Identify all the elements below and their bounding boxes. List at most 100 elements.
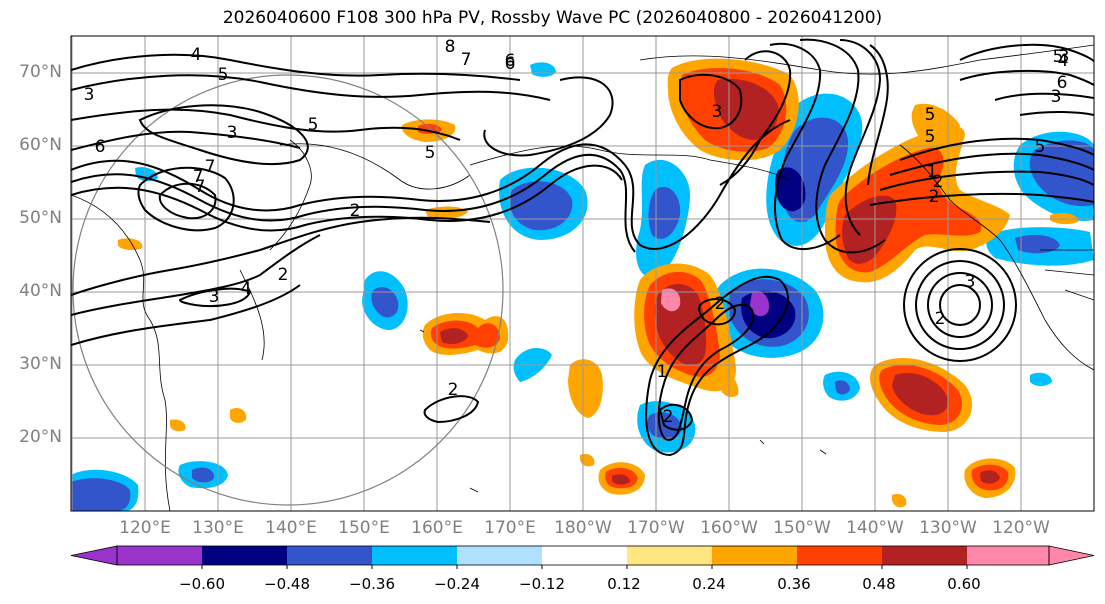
- pos-anomaly-region: [980, 470, 1000, 484]
- pv-contour: [889, 152, 1094, 176]
- colorbar-bin: [797, 546, 882, 565]
- pv-contour: [71, 108, 461, 141]
- pv-contour: [915, 260, 1005, 350]
- pos-anomaly-region: [612, 474, 630, 485]
- pv-contour: [483, 76, 614, 157]
- pos-anomaly-region: [842, 195, 897, 264]
- pv-contour: [903, 248, 1017, 362]
- contour-label: 6: [1057, 73, 1068, 93]
- contour-label: 2: [448, 380, 459, 400]
- contour-label: 6: [505, 51, 516, 71]
- lat-label-70n: 70°N: [19, 62, 62, 82]
- lon-label: 150°E: [338, 518, 390, 538]
- lat-label-40n: 40°N: [19, 281, 62, 301]
- pv-contour: [867, 44, 889, 186]
- colorbar-tick-label: 0.60: [947, 575, 981, 593]
- contour-label: 3: [712, 102, 723, 122]
- lon-label: 150°W: [773, 518, 831, 538]
- pv-contour: [71, 153, 636, 253]
- pv-contour: [137, 166, 235, 232]
- contour-label: 2: [715, 294, 726, 314]
- pos-anomaly-region: [230, 408, 247, 423]
- contour-label: 7: [195, 177, 206, 197]
- contour-label: 4: [1058, 51, 1069, 71]
- lat-label-60n: 60°N: [19, 135, 62, 155]
- pos-anomaly-region: [892, 494, 907, 508]
- contour-label: 4: [241, 279, 252, 299]
- lon-label: 140°W: [846, 518, 904, 538]
- neg-anomaly-region: [835, 380, 850, 395]
- colorbar-tick-label: −0.12: [519, 575, 565, 593]
- map-title: 2026040600 F108 300 hPa PV, Rossby Wave …: [222, 8, 883, 28]
- pv-contour: [71, 130, 301, 151]
- colorbar-tick-label: −0.24: [434, 575, 480, 593]
- pv-contour: [927, 272, 993, 338]
- contour-label: 2: [278, 265, 289, 285]
- lon-label: 180°W: [554, 518, 612, 538]
- contour-label: 4: [191, 45, 202, 65]
- neg-anomaly-region: [192, 467, 215, 483]
- pv-contour: [158, 182, 217, 220]
- pv-contour: [799, 38, 886, 254]
- colorbar-bin: [882, 546, 967, 565]
- neg-anomaly-region: [1015, 234, 1060, 254]
- lon-label: 160°W: [700, 518, 758, 538]
- colorbar-outline: [116, 545, 1050, 566]
- lat-label-30n: 30°N: [19, 354, 62, 374]
- colorbar-bin: [967, 546, 1049, 565]
- colorbar-bin: [457, 546, 542, 565]
- pos-anomaly-region: [440, 328, 468, 344]
- colorbar-bin: [372, 546, 457, 565]
- colorbar-tick-label: 0.12: [607, 575, 641, 593]
- pv-contour: [939, 284, 981, 326]
- contour-label: 3: [209, 287, 220, 307]
- pv-contour: [879, 170, 1094, 191]
- pv-contour: [769, 42, 841, 251]
- pv-contour: [994, 92, 1094, 101]
- contour-label: 7: [461, 50, 472, 70]
- lat-label-50n: 50°N: [19, 208, 62, 228]
- pos-anomaly-region: [580, 454, 595, 467]
- pv-contour: [71, 234, 321, 316]
- pv-contour: [71, 216, 491, 296]
- lon-label: 140°E: [265, 518, 317, 538]
- pv-contour: [71, 284, 301, 346]
- pv-contour: [71, 53, 521, 81]
- contour-label: 7: [205, 157, 216, 177]
- pos-anomaly-region: [170, 419, 186, 432]
- pos-anomaly-region: [661, 288, 681, 312]
- colorbar-tick-label: −0.48: [264, 575, 310, 593]
- pv-contour: [839, 39, 882, 236]
- contour-label: 2: [933, 172, 944, 192]
- contour-label: 5: [1035, 137, 1046, 157]
- colorbar: [70, 545, 1095, 569]
- colorbar-tick-label: −0.36: [349, 575, 395, 593]
- pv-contour: [959, 43, 1094, 63]
- contour-label: 5: [425, 143, 436, 163]
- neg-anomaly-region: [530, 62, 556, 77]
- colorbar-bin: [117, 546, 202, 565]
- pos-anomaly-region: [568, 359, 603, 418]
- map-frame: [70, 35, 1095, 512]
- neg-anomaly-region: [371, 287, 399, 318]
- pv-contour: [719, 50, 792, 186]
- lon-label: 120°E: [119, 518, 171, 538]
- lon-label: 160°E: [411, 518, 463, 538]
- contour-label: 5: [925, 127, 936, 147]
- contour-label: 5: [925, 105, 936, 125]
- lat-label-20n: 20°N: [19, 427, 62, 447]
- pv-contour: [423, 395, 480, 424]
- pv-contours: [71, 38, 1094, 457]
- pv-contour: [959, 69, 1094, 86]
- lon-label: 130°E: [192, 518, 244, 538]
- contour-label: 6: [95, 137, 106, 157]
- pv-contour: [71, 74, 551, 101]
- lon-label: 120°W: [992, 518, 1050, 538]
- neg-anomaly-region: [775, 167, 806, 212]
- pos-anomaly-region: [118, 238, 143, 251]
- range-circle: [72, 74, 504, 506]
- colorbar-min-arrow: [70, 545, 118, 566]
